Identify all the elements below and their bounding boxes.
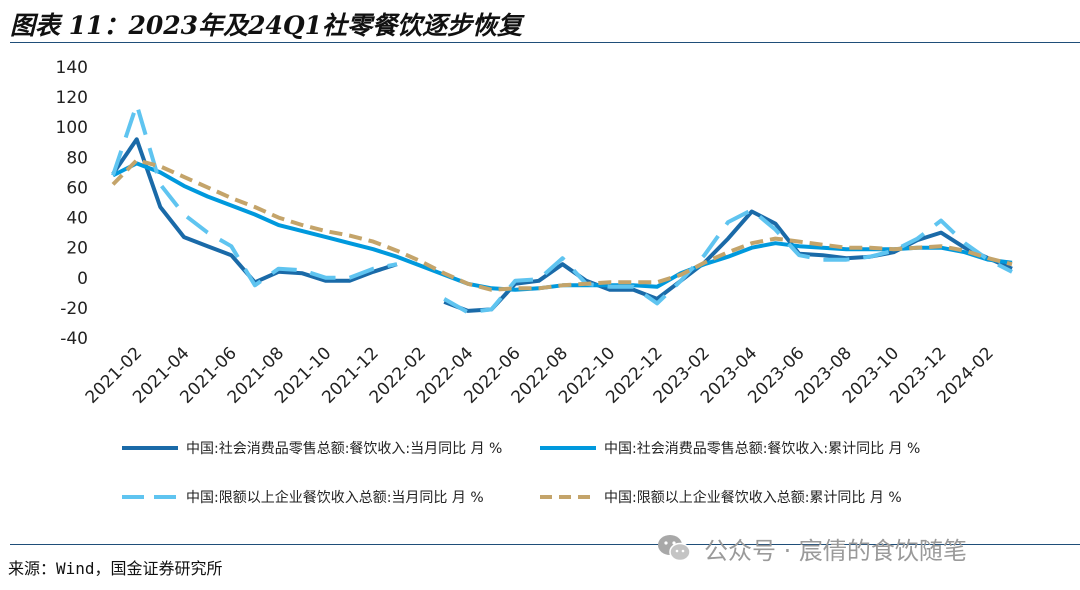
legend-label-2: 中国:社会消费品零售总额:餐饮收入:累计同比 月 % — [604, 441, 920, 457]
y-axis: 140 120 100 80 60 40 20 0 -20 -40 — [56, 58, 88, 349]
legend-label-1: 中国:社会消费品零售总额:餐饮收入:当月同比 月 % — [186, 441, 502, 457]
line-chart: 140 120 100 80 60 40 20 0 -20 -40 2021-022021-042… — [56, 58, 1013, 506]
x-axis: 2021-022021-042021-062021-082021-102021-… — [82, 343, 998, 407]
y-tick-label: -20 — [60, 299, 88, 319]
watermark: 公众号 · 宸倩的食饮随笔 — [656, 528, 967, 568]
y-tick-label: 80 — [66, 148, 88, 168]
y-tick-label: 20 — [66, 239, 88, 259]
series-line-3 — [111, 102, 1013, 315]
y-tick-label: 100 — [56, 118, 88, 138]
series-line-4 — [111, 158, 1013, 292]
y-tick-label: 120 — [56, 88, 88, 108]
legend-label-3: 中国:限额以上企业餐饮收入总额:当月同比 月 % — [186, 489, 484, 506]
legend: 中国:社会消费品零售总额:餐饮收入:当月同比 月 % 中国:社会消费品零售总额:餐… — [122, 441, 920, 506]
title-rule — [10, 42, 1080, 43]
y-tick-label: 140 — [56, 58, 88, 78]
legend-label-4: 中国:限额以上企业餐饮收入总额:累计同比 月 % — [604, 489, 902, 506]
y-tick-label: 60 — [66, 178, 88, 198]
source-note: 来源：Wind，国金证券研究所 — [8, 559, 223, 578]
wechat-icon — [658, 535, 691, 562]
y-tick-label: 40 — [66, 209, 88, 229]
watermark-text: 公众号 · 宸倩的食饮随笔 — [704, 536, 967, 565]
y-tick-label: 0 — [77, 269, 88, 289]
footer-rule — [10, 544, 1080, 545]
y-tick-label: -40 — [60, 329, 88, 349]
series-layer — [111, 102, 1013, 315]
figure-title: 图表 11：2023年及24Q1社零餐饮逐步恢复 — [10, 11, 523, 40]
